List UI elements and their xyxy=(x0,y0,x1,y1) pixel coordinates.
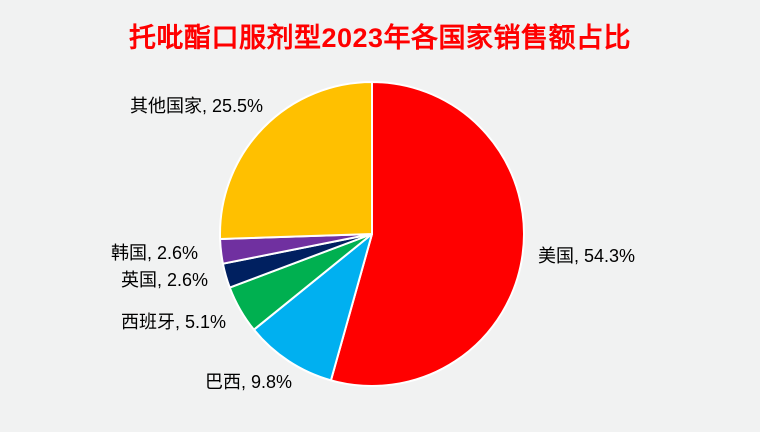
pie-chart-container xyxy=(212,74,532,394)
pie-slice-brazil xyxy=(252,233,373,382)
slice-label-usa: 美国, 54.3% xyxy=(538,246,636,266)
pie-slice-usa xyxy=(329,81,525,387)
slice-label-korea: 韩国, 2.6% xyxy=(111,243,199,263)
slice-label-spain: 西班牙, 5.1% xyxy=(121,312,227,332)
slice-label-others: 其他国家, 25.5% xyxy=(130,96,264,116)
pie-slice-others xyxy=(219,81,373,241)
slice-label-brazil: 巴西, 9.8% xyxy=(205,372,293,392)
pie-chart xyxy=(219,81,525,387)
chart-title: 托吡酯口服剂型2023年各国家销售额占比 xyxy=(128,23,632,53)
slice-label-uk: 英国, 2.6% xyxy=(121,270,209,290)
